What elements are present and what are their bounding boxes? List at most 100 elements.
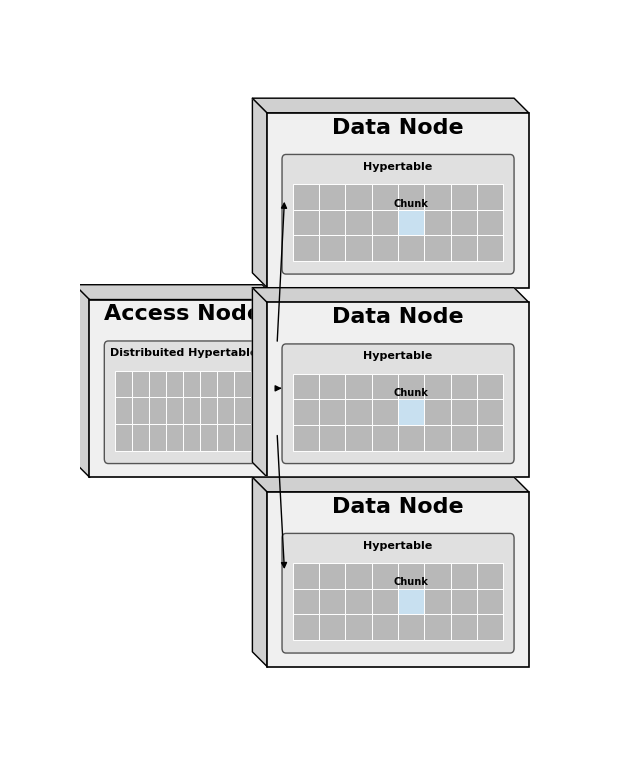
FancyBboxPatch shape	[268, 302, 529, 477]
Bar	[132, 424, 149, 451]
Bar	[293, 374, 319, 399]
Bar	[293, 184, 319, 210]
FancyBboxPatch shape	[268, 492, 529, 667]
Bar	[345, 589, 372, 614]
Bar	[345, 563, 372, 589]
FancyBboxPatch shape	[282, 534, 514, 653]
Bar	[477, 184, 503, 210]
Bar	[217, 424, 234, 451]
Bar	[345, 424, 372, 451]
Text: Hypertable: Hypertable	[364, 161, 433, 171]
Polygon shape	[252, 477, 268, 667]
Bar	[477, 614, 503, 640]
Bar	[424, 374, 450, 399]
Bar	[450, 184, 477, 210]
Bar	[293, 589, 319, 614]
Bar	[398, 184, 424, 210]
Bar	[200, 398, 217, 424]
Text: Data Node: Data Node	[333, 118, 464, 138]
Bar	[398, 589, 424, 614]
Bar	[183, 424, 200, 451]
Bar	[293, 210, 319, 235]
Bar	[372, 399, 398, 424]
Bar	[293, 424, 319, 451]
Bar	[345, 235, 372, 261]
Bar	[477, 424, 503, 451]
Bar	[183, 398, 200, 424]
Bar	[424, 235, 450, 261]
Polygon shape	[252, 288, 268, 477]
Bar	[424, 424, 450, 451]
Bar	[450, 614, 477, 640]
Bar	[345, 399, 372, 424]
FancyBboxPatch shape	[268, 113, 529, 288]
Bar	[398, 235, 424, 261]
Text: Data Node: Data Node	[333, 308, 464, 328]
Bar	[132, 398, 149, 424]
Bar	[319, 374, 345, 399]
Bar	[372, 424, 398, 451]
Polygon shape	[75, 285, 89, 477]
Bar	[234, 371, 252, 398]
Polygon shape	[252, 288, 529, 302]
Bar	[319, 614, 345, 640]
Bar	[477, 399, 503, 424]
Bar	[450, 210, 477, 235]
Bar	[424, 589, 450, 614]
Bar	[115, 424, 132, 451]
Polygon shape	[75, 285, 277, 300]
Bar	[319, 424, 345, 451]
Text: Access Node: Access Node	[104, 305, 262, 325]
Bar	[450, 399, 477, 424]
Bar	[398, 399, 424, 424]
Bar	[149, 398, 166, 424]
Bar	[293, 235, 319, 261]
Polygon shape	[252, 98, 529, 113]
Text: Hypertable: Hypertable	[364, 541, 433, 551]
Bar	[477, 235, 503, 261]
Bar	[424, 563, 450, 589]
Bar	[398, 614, 424, 640]
Bar	[293, 614, 319, 640]
Bar	[345, 210, 372, 235]
Bar	[372, 589, 398, 614]
Bar	[234, 424, 252, 451]
Bar	[319, 210, 345, 235]
Bar	[450, 424, 477, 451]
Bar	[234, 398, 252, 424]
FancyBboxPatch shape	[104, 341, 262, 464]
Bar	[477, 589, 503, 614]
Bar	[372, 614, 398, 640]
Bar	[398, 424, 424, 451]
Bar	[372, 184, 398, 210]
Bar	[319, 589, 345, 614]
Bar	[293, 399, 319, 424]
Bar	[166, 424, 183, 451]
Bar	[372, 563, 398, 589]
Bar	[319, 184, 345, 210]
Bar	[424, 184, 450, 210]
Text: Chunk: Chunk	[394, 578, 429, 588]
Bar	[477, 563, 503, 589]
Bar	[372, 374, 398, 399]
Bar	[183, 371, 200, 398]
Bar	[477, 210, 503, 235]
Bar	[149, 424, 166, 451]
Bar	[424, 210, 450, 235]
Bar	[398, 374, 424, 399]
Bar	[319, 399, 345, 424]
FancyBboxPatch shape	[282, 155, 514, 274]
Bar	[166, 371, 183, 398]
Bar	[398, 210, 424, 235]
Polygon shape	[252, 98, 268, 288]
Bar	[450, 589, 477, 614]
Bar	[115, 371, 132, 398]
Bar	[345, 374, 372, 399]
Bar	[217, 398, 234, 424]
FancyBboxPatch shape	[89, 300, 277, 477]
Bar	[293, 563, 319, 589]
Bar	[345, 184, 372, 210]
Bar	[345, 614, 372, 640]
Bar	[115, 398, 132, 424]
Bar	[372, 235, 398, 261]
